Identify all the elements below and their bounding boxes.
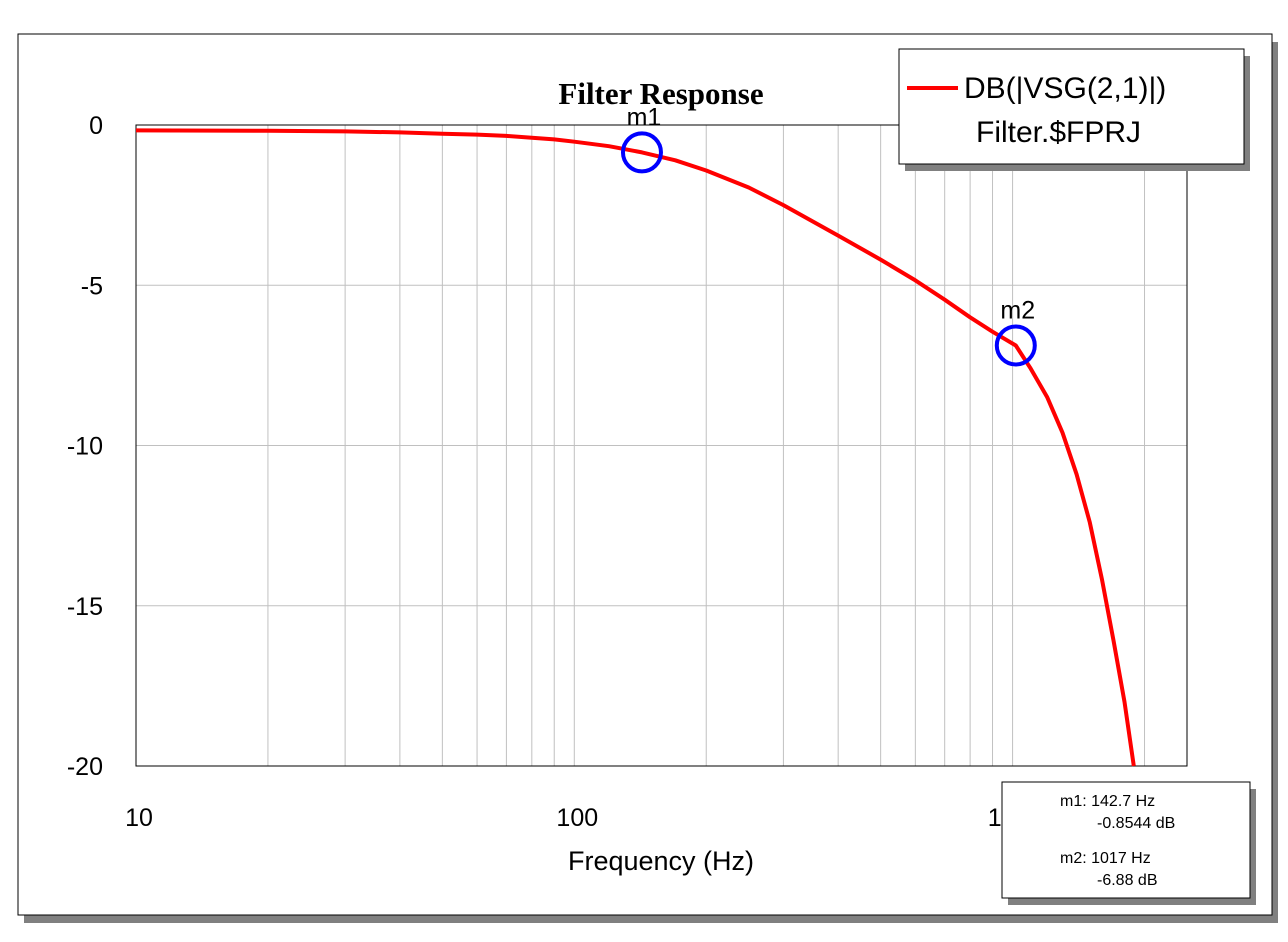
frame <box>17 33 1273 916</box>
series-line <box>135 128 1136 767</box>
plot-area <box>135 124 1188 767</box>
y-axis: 0 -5 -10 -15 -20 <box>67 112 103 781</box>
legend-box <box>898 48 1245 165</box>
marker-m2-label: m2 <box>1000 297 1035 325</box>
marker-readout: m1: 142.7 Hz -0.8544 dB m2: 1017 Hz -6.8… <box>1001 781 1256 905</box>
legend-series-source: Filter.$FPRJ <box>976 116 1141 149</box>
readout-colon: : <box>1082 850 1091 867</box>
readout-colon: : <box>1082 793 1091 810</box>
legend: DB(|VSG(2,1)|) Filter.$FPRJ <box>898 48 1250 171</box>
y-tick-label: -20 <box>67 753 103 781</box>
readout-m2-name: m2 <box>1060 850 1082 867</box>
readout-m1-freq: m1: 142.7 Hz <box>1060 793 1155 810</box>
marker-m1-label: m1 <box>627 103 662 131</box>
readout-m1-freq-value: 142.7 Hz <box>1091 793 1155 810</box>
y-tick-label: -10 <box>67 433 103 461</box>
readout-m1-name: m1 <box>1060 793 1082 810</box>
x-tick-label: 100 <box>556 804 598 832</box>
chart-title: Filter Response <box>558 76 763 111</box>
y-tick-label: -5 <box>81 272 103 300</box>
y-tick-label: -15 <box>67 593 103 621</box>
marker-m2-circle <box>994 324 1037 367</box>
x-tick-label: 10 <box>125 804 153 832</box>
grid <box>135 124 1187 767</box>
legend-series-name: DB(|VSG(2,1)|) <box>964 72 1166 105</box>
x-axis-label: Frequency (Hz) <box>568 846 754 876</box>
y-tick-label: 0 <box>89 112 103 140</box>
readout-m2-freq: m2: 1017 Hz <box>1060 850 1151 867</box>
readout-m1-value: -0.8544 dB <box>1097 815 1175 832</box>
markers: m1 m2 <box>620 103 1037 367</box>
readout-m2-freq-value: 1017 Hz <box>1091 850 1151 867</box>
readout-box <box>1001 781 1251 899</box>
readout-m2-value: -6.88 dB <box>1097 872 1157 889</box>
marker-m1-circle <box>620 131 663 174</box>
